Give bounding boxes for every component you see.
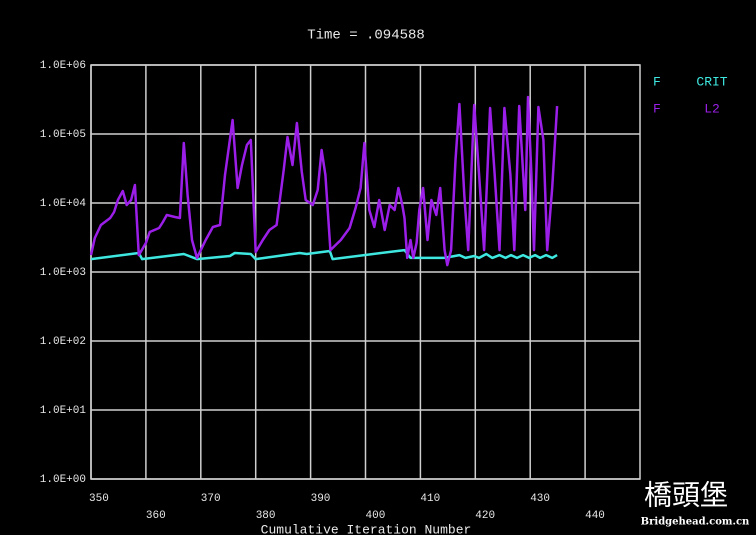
- x-tick-label: 440: [585, 510, 605, 522]
- x-tick-label: 380: [256, 510, 276, 522]
- series-line: [90, 248, 558, 261]
- chart-title: Time = .094588: [307, 28, 425, 44]
- x-tick-label: 350: [89, 493, 109, 505]
- x-tick-label: 430: [530, 493, 550, 505]
- x-tick-label: 410: [420, 493, 440, 505]
- x-tick-label: 360: [146, 510, 166, 522]
- legend-quantity: F: [653, 101, 661, 116]
- y-tick-label: 1.0E+00: [40, 474, 86, 486]
- watermark-title: 橋頭堡: [644, 479, 728, 512]
- y-tick-label: 1.0E+01: [40, 405, 87, 417]
- x-tick-label: 390: [311, 493, 331, 505]
- y-tick-label: 1.0E+04: [40, 198, 87, 210]
- x-tick-label: 400: [366, 510, 386, 522]
- legend-label: L2: [704, 101, 720, 116]
- y-tick-label: 1.0E+02: [40, 336, 86, 348]
- watermark-site: Bridgehead.com.cn: [641, 517, 750, 528]
- series-line: [89, 95, 559, 267]
- x-tick-label: 370: [201, 493, 221, 505]
- y-tick-label: 1.0E+05: [40, 129, 86, 141]
- y-tick-label: 1.0E+06: [40, 60, 86, 72]
- y-tick-label: 1.0E+03: [40, 267, 86, 279]
- x-axis-label: Cumulative Iteration Number: [261, 522, 472, 535]
- x-tick-label: 420: [475, 510, 495, 522]
- legend-quantity: F: [653, 74, 661, 89]
- legend-label: CRIT: [696, 74, 727, 89]
